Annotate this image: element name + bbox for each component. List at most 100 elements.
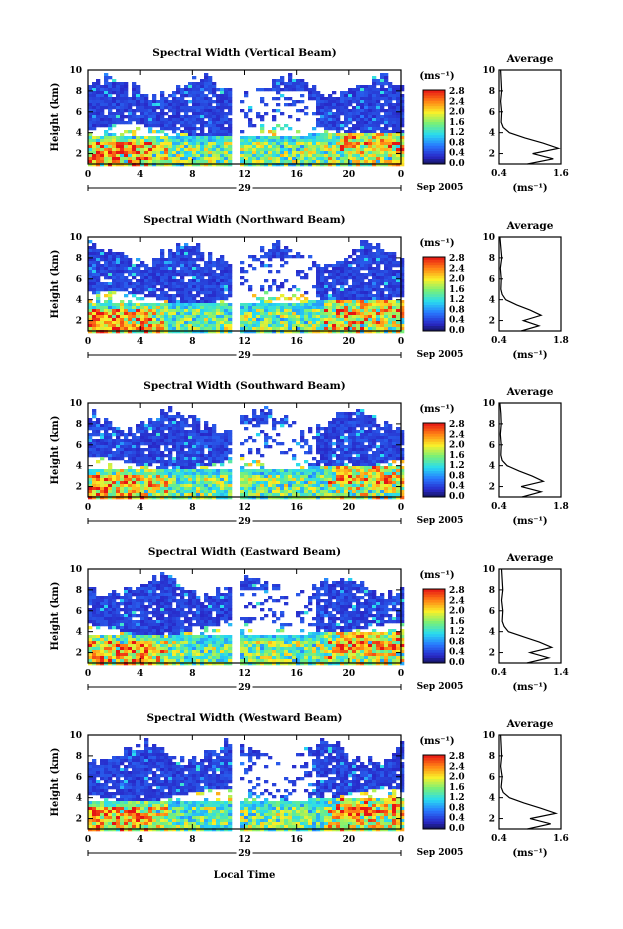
avg-x-label: (ms⁻¹) [512, 682, 547, 693]
colorbar-unit: (ms⁻¹) [419, 570, 454, 581]
colorbar-cell [423, 815, 445, 819]
colorbar-cell [423, 652, 445, 656]
colorbar-cell [423, 90, 445, 93]
avg-y-tick-label: 10 [482, 731, 495, 741]
colorbar-cell [423, 802, 445, 806]
colorbar-tick-label: 1.6 [449, 118, 465, 128]
colorbar-cell [423, 757, 445, 761]
colorbar-cell [423, 768, 445, 772]
colorbar-tick-label: 0.8 [449, 138, 465, 148]
colorbar-cell [423, 823, 445, 827]
colorbar-cell [423, 259, 445, 263]
colorbar-tick-label: 2.4 [449, 264, 465, 274]
avg-y-tick-label: 2 [489, 815, 495, 825]
colorbar-unit: (ms⁻¹) [419, 238, 454, 249]
panel-0: Spectral Width (Vertical Beam) 2 4 6 8 10 Heig… [50, 47, 569, 194]
colorbar-cell [423, 95, 445, 99]
colorbar-cell [423, 145, 445, 149]
colorbar-cell [423, 655, 445, 659]
avg-x-tick-label: 1.8 [553, 336, 569, 346]
avg-profile-line [499, 69, 561, 165]
colorbar-cell [423, 119, 445, 123]
avg-profile-line [499, 734, 559, 830]
colorbar-cell [423, 100, 445, 104]
colorbar-cell [423, 124, 445, 128]
y-tick-label: 4 [76, 628, 82, 638]
avg-x-tick-label: 1.6 [553, 169, 569, 179]
colorbar-cell [423, 602, 445, 606]
avg-x-tick-label: 1.4 [553, 668, 569, 678]
colorbar-cell [423, 449, 445, 453]
avg-y-tick-label: 8 [489, 254, 495, 264]
colorbar-cell [423, 264, 445, 268]
colorbar-cell [423, 121, 445, 125]
colorbar-tick-label: 1.2 [449, 461, 465, 471]
colorbar-cell [423, 620, 445, 624]
colorbar-cell [423, 137, 445, 141]
avg-y-tick-label: 2 [489, 649, 495, 659]
colorbar-cell [423, 430, 445, 434]
colorbar-cell [423, 591, 445, 595]
avg-y-tick-label: 8 [489, 420, 495, 430]
avg-x-label: (ms⁻¹) [512, 516, 547, 527]
avg-frame [498, 568, 562, 664]
colorbar-cell [423, 423, 445, 426]
y-tick-label: 6 [76, 441, 82, 451]
date-label: Sep 2005 [417, 183, 464, 193]
colorbar-cell [423, 813, 445, 817]
colorbar-tick-label: 2.4 [449, 97, 465, 107]
x-tick-label: 0 [398, 669, 404, 679]
avg-x-tick-label: 0.4 [491, 502, 507, 512]
y-tick-label: 4 [76, 129, 82, 139]
colorbar-cell [423, 776, 445, 780]
colorbar-cell [423, 433, 445, 437]
colorbar-cell [423, 649, 445, 653]
avg-y-tick-label: 2 [489, 317, 495, 327]
colorbar-cell [423, 821, 445, 825]
date-label: Sep 2005 [417, 516, 464, 526]
colorbar-cell [423, 148, 445, 152]
colorbar-cell [423, 467, 445, 471]
colorbar-frame [422, 754, 446, 830]
panel-title: Spectral Width (Vertical Beam) [152, 47, 336, 59]
colorbar-cell [423, 618, 445, 622]
day-label-bg [236, 515, 253, 525]
colorbar-tick-label: 1.6 [449, 285, 465, 295]
avg-profile-line [500, 568, 554, 664]
avg-x-tick-label: 0.4 [491, 834, 507, 844]
colorbar-tick-label: 2.8 [449, 752, 465, 762]
colorbar-cell [423, 105, 445, 109]
colorbar-cell [423, 257, 445, 260]
colorbar-cell [423, 491, 445, 495]
colorbar-cell [423, 483, 445, 487]
colorbar-cell [423, 784, 445, 788]
colorbar-frame [422, 588, 446, 664]
colorbar-tick-label: 2.8 [449, 87, 465, 97]
colorbar-cell [423, 486, 445, 490]
y-axis-label: Height (km) [50, 250, 61, 319]
colorbar-cell [423, 633, 445, 637]
x-axis-label: Local Time [214, 870, 276, 881]
colorbar-cell [423, 315, 445, 319]
colorbar-cell [423, 628, 445, 632]
x-tick-label: 16 [290, 170, 303, 180]
x-tick-label: 16 [290, 503, 303, 513]
x-tick-label: 0 [398, 503, 404, 513]
date-label: Sep 2005 [417, 848, 464, 858]
y-tick-label: 8 [76, 586, 82, 596]
colorbar-cell [423, 129, 445, 133]
colorbar-cell [423, 797, 445, 801]
colorbar-cell [423, 436, 445, 440]
colorbar-cell [423, 599, 445, 603]
colorbar-cell [423, 438, 445, 442]
colorbar-cell [423, 278, 445, 282]
colorbar-tick-label: 0.4 [449, 482, 465, 492]
day-label: 29 [238, 184, 251, 194]
avg-y-tick-label: 8 [489, 752, 495, 762]
colorbar-cell [423, 462, 445, 466]
colorbar-cell [423, 425, 445, 429]
colorbar-cell [423, 140, 445, 144]
x-tick-label: 0 [398, 835, 404, 845]
colorbar-cell [423, 786, 445, 790]
colorbar-cell [423, 470, 445, 474]
